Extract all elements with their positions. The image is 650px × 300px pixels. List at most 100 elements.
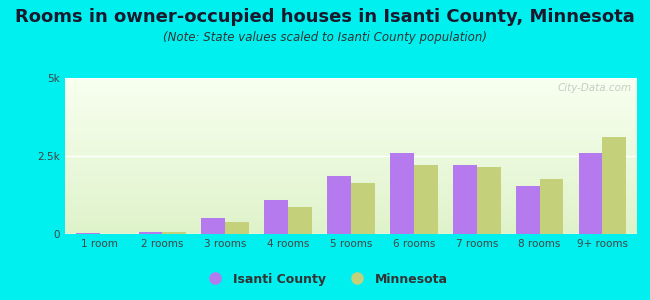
- Bar: [65, 86, 637, 87]
- Bar: [65, 170, 637, 171]
- Bar: [65, 80, 637, 81]
- Bar: [65, 157, 637, 158]
- Bar: [265, 200, 288, 234]
- Bar: [65, 223, 637, 224]
- Bar: [65, 153, 637, 154]
- Bar: [65, 205, 637, 206]
- Bar: [65, 115, 637, 116]
- Bar: [65, 91, 637, 92]
- Bar: [65, 197, 637, 198]
- Bar: [65, 147, 637, 148]
- Bar: [65, 93, 637, 94]
- Bar: [65, 207, 637, 208]
- Bar: [65, 134, 637, 135]
- Bar: [65, 81, 637, 82]
- Bar: [65, 216, 637, 217]
- Bar: [65, 128, 637, 129]
- Bar: [65, 139, 637, 140]
- Bar: [65, 160, 637, 161]
- Bar: [65, 89, 637, 90]
- Bar: [515, 186, 540, 234]
- Bar: [65, 108, 637, 109]
- Bar: [65, 121, 637, 122]
- Bar: [65, 125, 637, 126]
- Bar: [65, 97, 637, 98]
- Legend: Isanti County, Minnesota: Isanti County, Minnesota: [198, 268, 452, 291]
- Bar: [65, 231, 637, 232]
- Bar: [65, 85, 637, 86]
- Bar: [65, 148, 637, 149]
- Bar: [65, 107, 637, 108]
- Bar: [65, 126, 637, 127]
- Bar: [65, 168, 637, 169]
- Bar: [65, 90, 637, 91]
- Bar: [65, 96, 637, 97]
- Bar: [65, 186, 637, 187]
- Bar: [65, 176, 637, 177]
- Bar: [65, 208, 637, 209]
- Bar: [65, 191, 637, 192]
- Bar: [65, 137, 637, 138]
- Bar: [65, 135, 637, 136]
- Bar: [65, 138, 637, 139]
- Bar: [65, 122, 637, 123]
- Bar: [65, 210, 637, 211]
- Bar: [65, 189, 637, 190]
- Bar: [65, 211, 637, 212]
- Bar: [65, 110, 637, 111]
- Bar: [65, 111, 637, 112]
- Bar: [65, 196, 637, 197]
- Bar: [65, 195, 637, 196]
- Bar: [65, 144, 637, 145]
- Bar: [65, 84, 637, 85]
- Bar: [65, 172, 637, 173]
- Bar: [65, 174, 637, 175]
- Bar: [65, 180, 637, 181]
- Bar: [65, 185, 637, 186]
- Bar: [65, 120, 637, 121]
- Bar: [65, 127, 637, 128]
- Bar: [65, 175, 637, 176]
- Bar: [65, 219, 637, 220]
- Bar: [65, 215, 637, 216]
- Bar: [65, 88, 637, 89]
- Bar: [65, 154, 637, 155]
- Bar: [65, 214, 637, 215]
- Bar: [65, 167, 637, 168]
- Bar: [65, 106, 637, 107]
- Bar: [65, 163, 637, 164]
- Bar: [65, 149, 637, 150]
- Text: Rooms in owner-occupied houses in Isanti County, Minnesota: Rooms in owner-occupied houses in Isanti…: [15, 8, 635, 26]
- Bar: [65, 193, 637, 194]
- Bar: [65, 152, 637, 153]
- Bar: [65, 136, 637, 137]
- Bar: [65, 94, 637, 95]
- Bar: [351, 182, 375, 234]
- Bar: [65, 177, 637, 178]
- Bar: [65, 101, 637, 102]
- Bar: [65, 113, 637, 114]
- Bar: [65, 232, 637, 233]
- Bar: [603, 137, 627, 234]
- Bar: [65, 151, 637, 152]
- Bar: [65, 224, 637, 225]
- Bar: [453, 165, 476, 234]
- Bar: [65, 188, 637, 189]
- Bar: [65, 92, 637, 93]
- Bar: [65, 202, 637, 203]
- Bar: [65, 230, 637, 231]
- Bar: [65, 109, 637, 110]
- Bar: [65, 192, 637, 193]
- Text: (Note: State values scaled to Isanti County population): (Note: State values scaled to Isanti Cou…: [163, 32, 487, 44]
- Bar: [65, 221, 637, 222]
- Bar: [65, 114, 637, 115]
- Bar: [65, 220, 637, 221]
- Bar: [65, 158, 637, 159]
- Bar: [65, 105, 637, 106]
- Bar: [65, 117, 637, 118]
- Bar: [65, 123, 637, 124]
- Bar: [578, 153, 603, 234]
- Bar: [476, 167, 500, 234]
- Bar: [65, 194, 637, 195]
- Bar: [65, 212, 637, 213]
